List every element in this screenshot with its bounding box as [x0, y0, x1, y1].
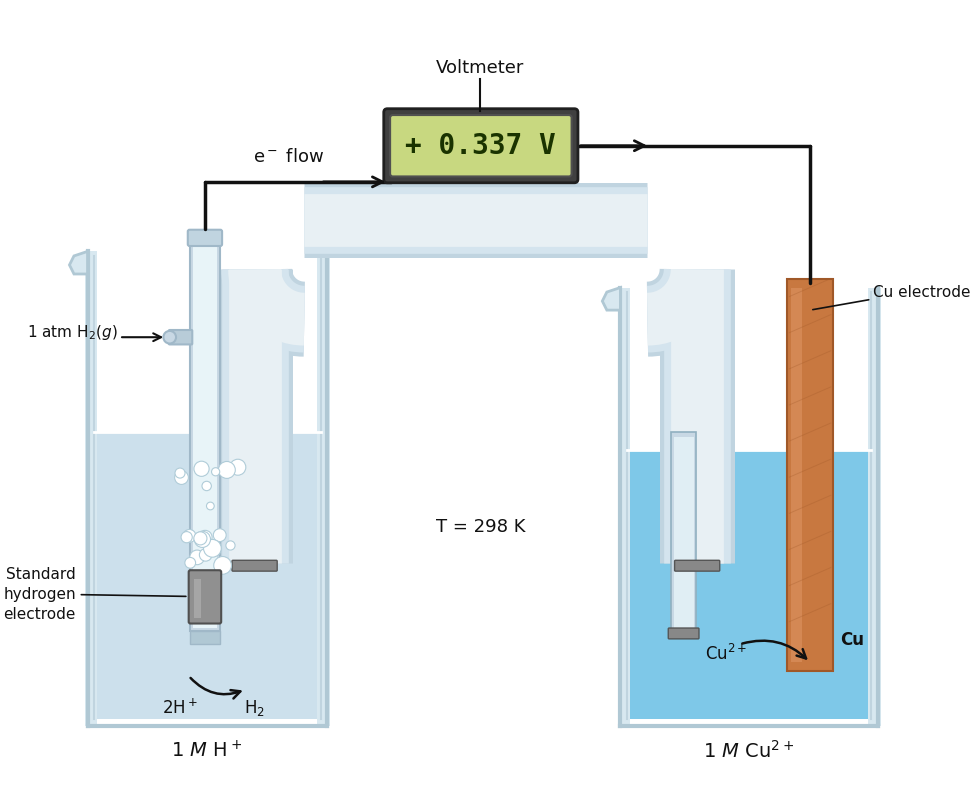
Polygon shape [869, 287, 880, 726]
Polygon shape [791, 287, 801, 663]
Text: Standard
hydrogen
electrode: Standard hydrogen electrode [3, 567, 76, 622]
Circle shape [181, 532, 192, 543]
Circle shape [194, 532, 211, 548]
Circle shape [202, 481, 212, 491]
FancyBboxPatch shape [189, 570, 221, 624]
Polygon shape [788, 278, 833, 671]
Circle shape [194, 461, 209, 477]
Text: 2H$^+$: 2H$^+$ [162, 698, 198, 718]
Polygon shape [69, 252, 88, 274]
Circle shape [164, 331, 176, 344]
Circle shape [194, 532, 207, 545]
Circle shape [214, 557, 231, 574]
Circle shape [212, 468, 219, 476]
FancyBboxPatch shape [384, 108, 578, 183]
Circle shape [212, 547, 220, 556]
Circle shape [185, 557, 196, 568]
FancyBboxPatch shape [675, 561, 720, 571]
Circle shape [226, 541, 235, 550]
Circle shape [230, 460, 246, 475]
Text: T = 298 K: T = 298 K [436, 518, 526, 536]
Circle shape [198, 531, 213, 544]
Circle shape [207, 502, 214, 510]
Circle shape [214, 529, 226, 541]
Polygon shape [194, 579, 201, 618]
Polygon shape [193, 236, 216, 628]
Polygon shape [627, 450, 872, 719]
FancyBboxPatch shape [390, 115, 571, 176]
Circle shape [213, 546, 220, 554]
FancyBboxPatch shape [188, 230, 222, 246]
Circle shape [218, 461, 235, 478]
Polygon shape [674, 437, 693, 628]
Polygon shape [94, 432, 321, 719]
Circle shape [190, 550, 205, 565]
Polygon shape [189, 631, 220, 644]
Circle shape [175, 471, 188, 485]
Circle shape [204, 540, 221, 557]
Text: 1 $M$ Cu$^{2+}$: 1 $M$ Cu$^{2+}$ [703, 739, 795, 762]
Polygon shape [603, 287, 620, 310]
Polygon shape [85, 252, 97, 726]
Text: 1 $M$ H$^+$: 1 $M$ H$^+$ [172, 740, 243, 762]
Polygon shape [189, 233, 220, 631]
Polygon shape [618, 287, 630, 726]
FancyBboxPatch shape [668, 628, 699, 639]
FancyBboxPatch shape [169, 330, 192, 345]
Circle shape [183, 529, 196, 542]
Text: Cu$^{2+}$: Cu$^{2+}$ [705, 644, 747, 664]
Circle shape [199, 549, 212, 561]
Circle shape [175, 468, 185, 478]
Polygon shape [318, 252, 330, 726]
Text: H$_2$: H$_2$ [244, 698, 265, 718]
Text: Cu: Cu [839, 631, 864, 649]
Text: Cu electrode: Cu electrode [874, 285, 971, 299]
Text: + 0.337 V: + 0.337 V [405, 132, 556, 159]
Text: 1 atm H$_2$($g$): 1 atm H$_2$($g$) [26, 324, 117, 342]
Polygon shape [671, 432, 696, 631]
FancyBboxPatch shape [232, 561, 277, 571]
Text: Voltmeter: Voltmeter [436, 59, 525, 77]
Text: e$^-$ flow: e$^-$ flow [254, 147, 325, 166]
